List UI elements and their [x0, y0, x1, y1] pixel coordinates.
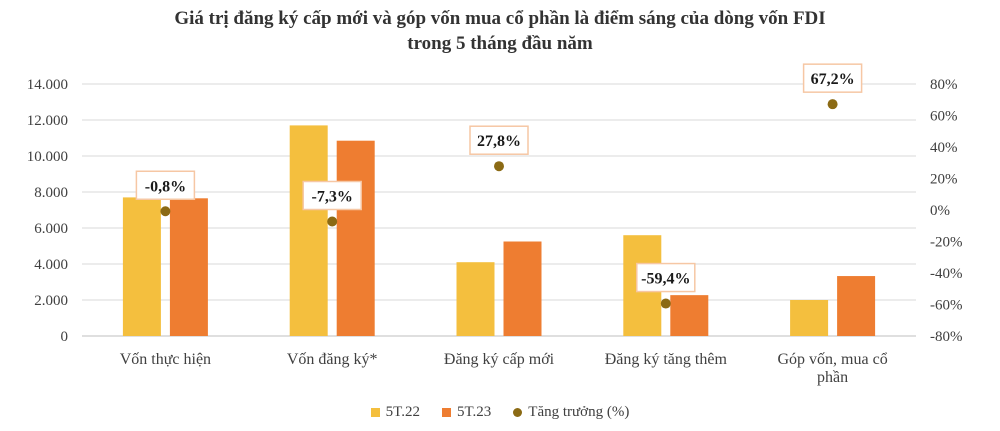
growth-data-label: -59,4%: [641, 271, 690, 288]
growth-marker: [160, 206, 171, 217]
chart-title-line-2: trong 5 tháng đầu năm: [407, 33, 593, 54]
left-tick-label: 2.000: [34, 293, 68, 309]
left-tick-label: 14.000: [27, 77, 68, 93]
right-tick-label: -40%: [930, 266, 963, 282]
bar-5t23: [503, 241, 542, 336]
right-tick-label: 80%: [930, 77, 958, 93]
legend: 5T.22 5T.23 Tăng trưởng (%): [0, 404, 1000, 421]
growth-data-label: -7,3%: [312, 188, 353, 205]
right-tick-label: 20%: [930, 172, 958, 188]
right-tick-label: 40%: [930, 140, 958, 156]
bar-5t23: [169, 198, 208, 336]
growth-label-box: [469, 125, 529, 155]
legend-label-5t22: 5T.22: [385, 404, 420, 420]
legend-item-5t22: 5T.22: [370, 404, 420, 421]
left-tick-label: 0: [61, 329, 69, 345]
bar-5t23: [336, 140, 375, 336]
chart-title: Giá trị đăng ký cấp mới và góp vốn mua c…: [0, 6, 1000, 56]
bar-5t23: [670, 295, 709, 336]
chart-title-line-1: Giá trị đăng ký cấp mới và góp vốn mua c…: [174, 8, 826, 29]
category-label: Vốn thực hiện: [120, 351, 211, 368]
category-label: phần: [817, 369, 848, 386]
growth-marker: [827, 99, 838, 110]
bar-5t23: [837, 276, 876, 336]
legend-item-5t23: 5T.23: [441, 404, 492, 421]
legend-swatch-5t23: [441, 408, 451, 417]
left-tick-label: 4.000: [34, 257, 68, 273]
right-tick-label: 60%: [930, 109, 958, 125]
legend-label-5t23: 5T.23: [456, 404, 492, 420]
growth-label-box: [802, 63, 863, 93]
bar-5t22: [289, 125, 328, 337]
category-label: Vốn đăng ký*: [287, 351, 378, 368]
legend-swatch-growth: [513, 408, 523, 417]
category-label: Góp vốn, mua cổ: [777, 351, 887, 368]
bar-5t22: [790, 300, 829, 336]
growth-marker: [660, 298, 671, 309]
right-tick-label: -60%: [930, 298, 963, 314]
right-tick-label: -80%: [930, 329, 963, 345]
left-tick-label: 8.000: [34, 185, 68, 201]
category-label: Đăng ký tăng thêm: [605, 351, 728, 368]
growth-label-box: [135, 170, 196, 201]
growth-marker: [327, 216, 338, 227]
left-tick-label: 10.000: [27, 149, 68, 165]
bar-5t22: [122, 197, 161, 336]
category-label: Đăng ký cấp mới: [444, 351, 555, 368]
legend-label-growth: Tăng trưởng (%): [528, 404, 630, 420]
growth-data-label: 27,8%: [477, 133, 521, 150]
right-tick-label: -20%: [930, 235, 963, 251]
growth-label-box: [636, 262, 696, 293]
legend-swatch-5t22: [370, 408, 380, 417]
right-tick-label: 0%: [930, 203, 950, 219]
left-tick-label: 12.000: [27, 113, 68, 129]
growth-data-label: -0,8%: [145, 178, 186, 195]
growth-data-label: 67,2%: [811, 71, 855, 88]
left-tick-label: 6.000: [34, 221, 68, 237]
bar-5t22: [456, 262, 495, 336]
growth-marker: [494, 161, 504, 172]
growth-label-box: [302, 180, 362, 211]
legend-item-growth: Tăng trưởng (%): [513, 404, 629, 421]
